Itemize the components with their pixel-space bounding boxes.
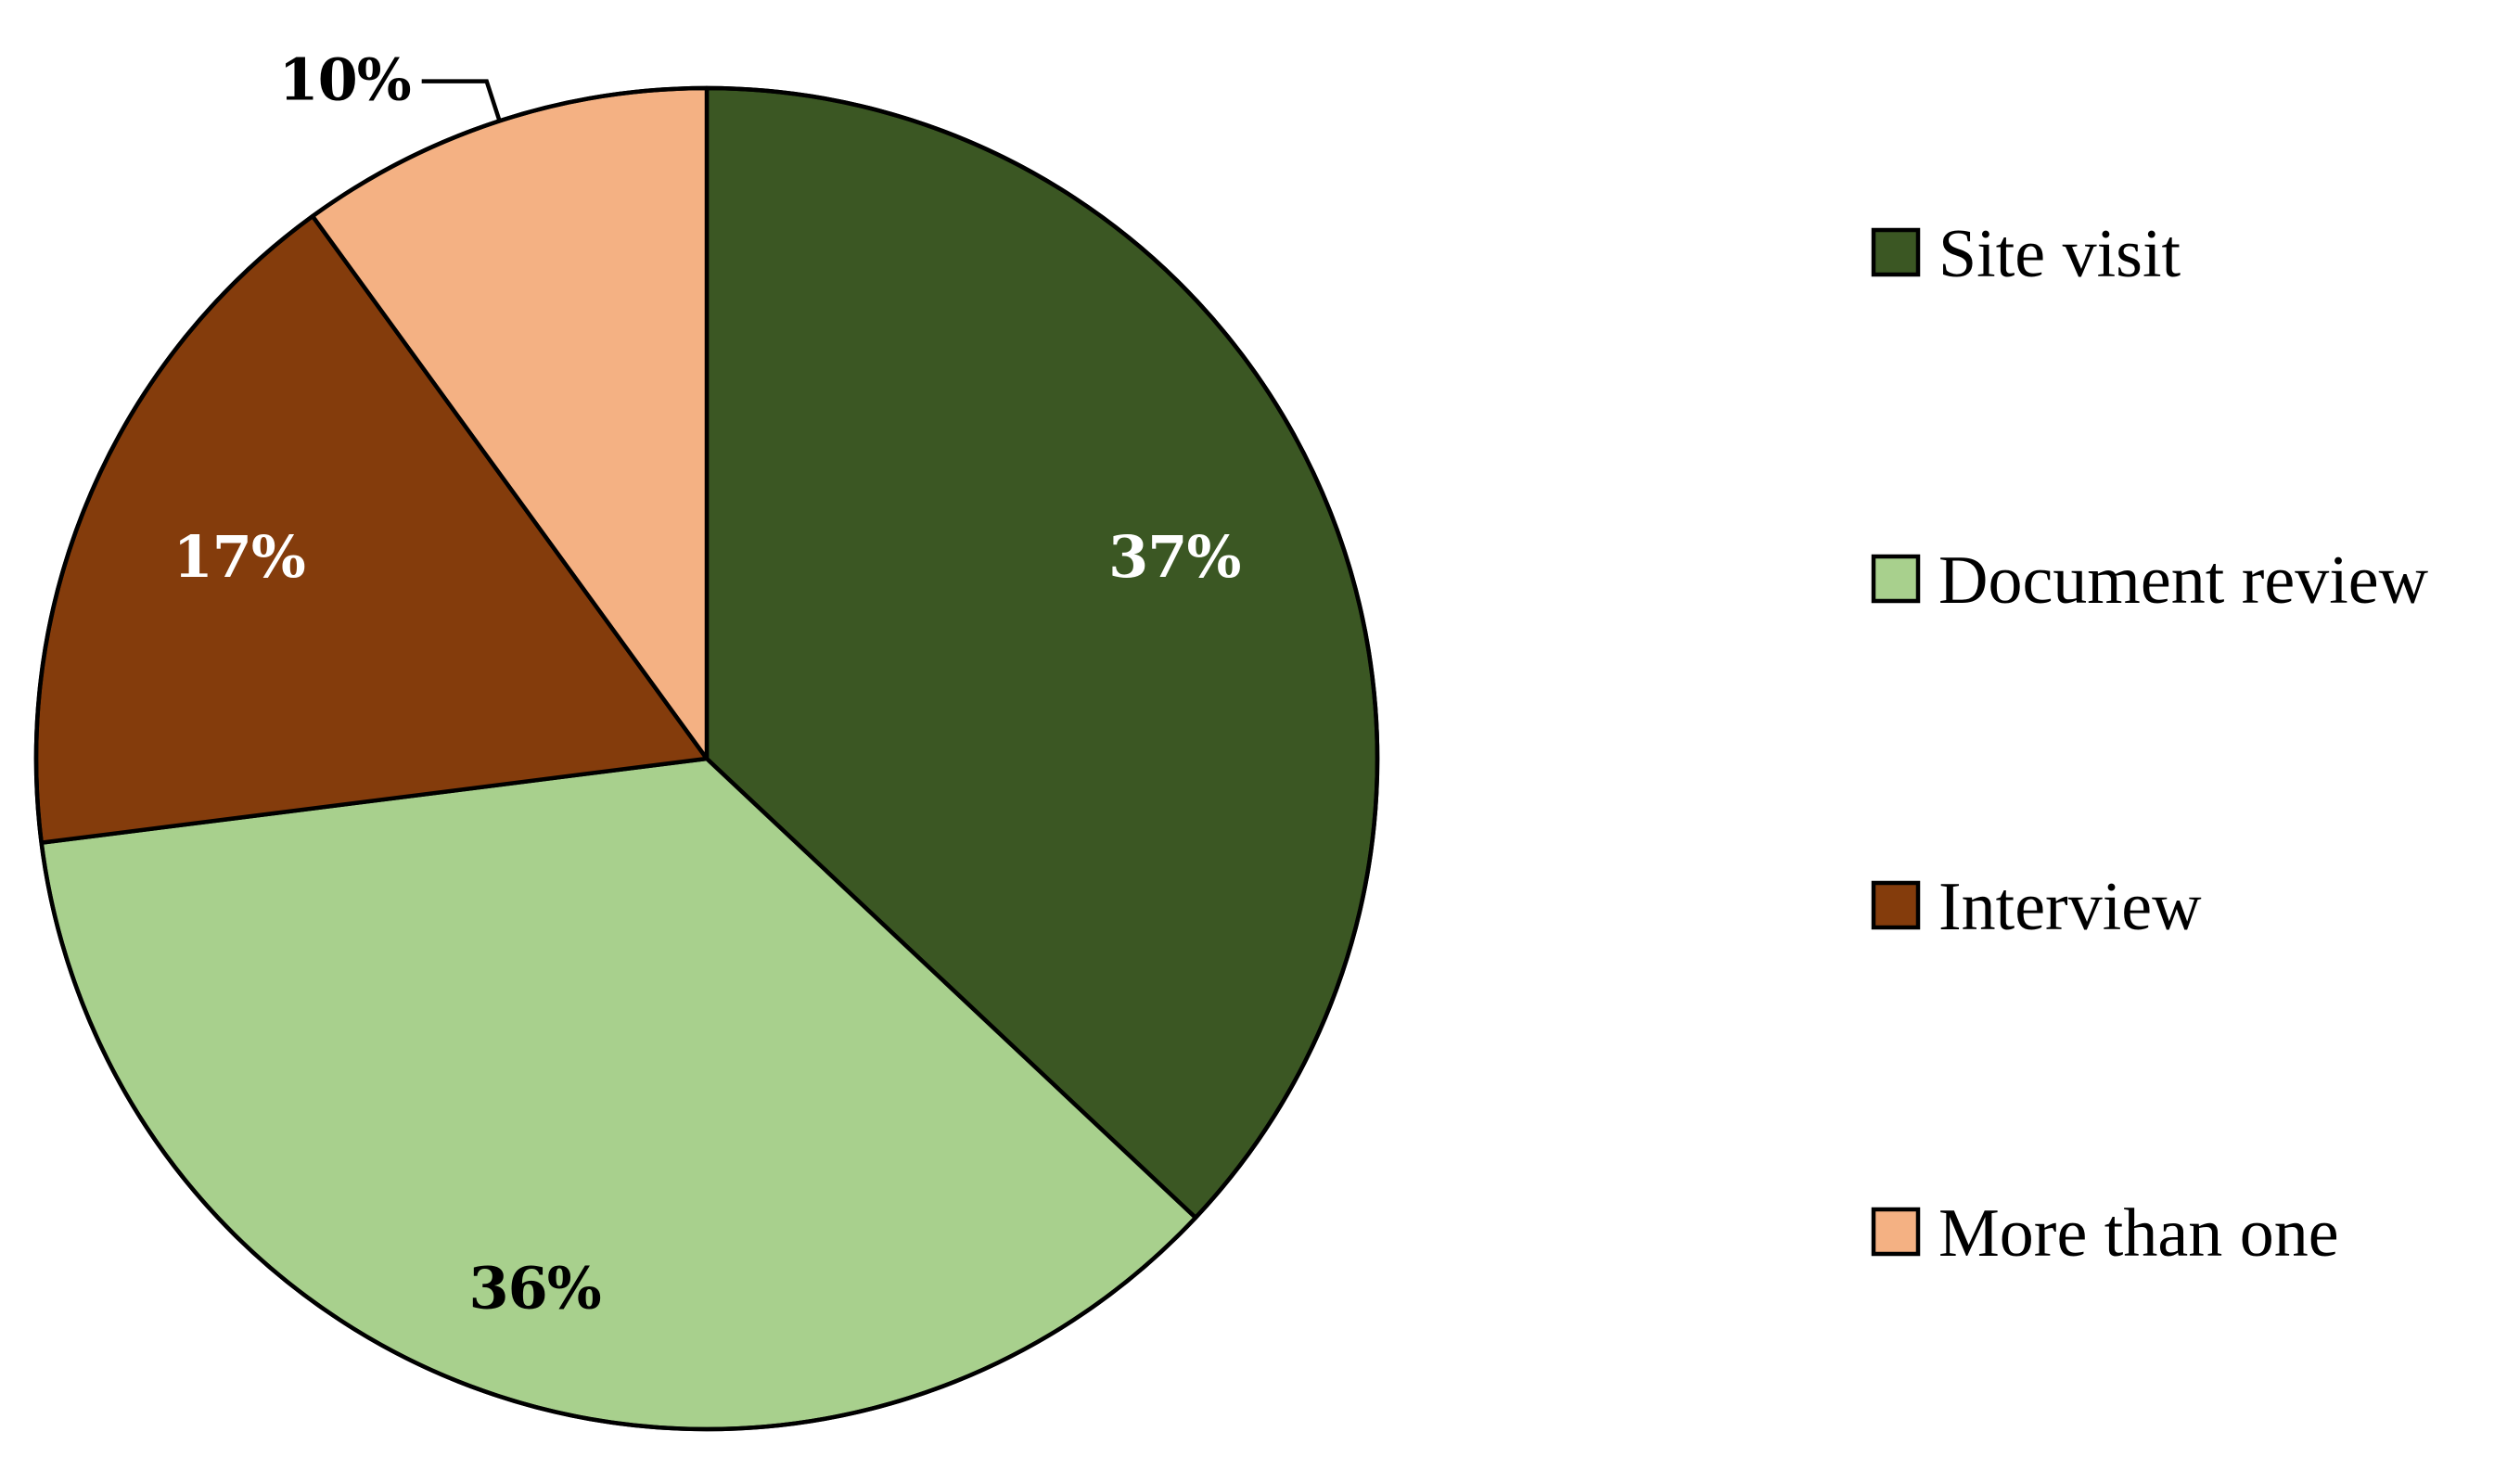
value-label-document-review: 36% [468,1255,600,1323]
legend-swatch-interview [1871,880,1921,930]
legend-swatch-more-than-one [1871,1207,1921,1257]
value-label-interview: 17% [173,523,305,591]
legend-swatch-document-review [1871,554,1921,604]
legend-label-interview: Interview [1938,869,2202,945]
pie-outline [33,85,1380,1432]
legend-swatch-site-visit [1871,227,1921,277]
legend: Site visit Document review Interview More t… [1871,216,2429,1272]
value-label-site-visit: 37% [1108,523,1240,591]
pie-slices [33,85,1380,1432]
value-label-leader-line [421,79,502,122]
pie-value-labels: 37% 36% 17% 10% [173,46,1242,1323]
legend-label-more-than-one: More than one [1938,1195,2339,1272]
value-label-more-than-one: 10% [278,46,410,114]
legend-label-document-review: Document review [1938,543,2429,619]
legend-label-site-visit: Site visit [1938,216,2181,292]
